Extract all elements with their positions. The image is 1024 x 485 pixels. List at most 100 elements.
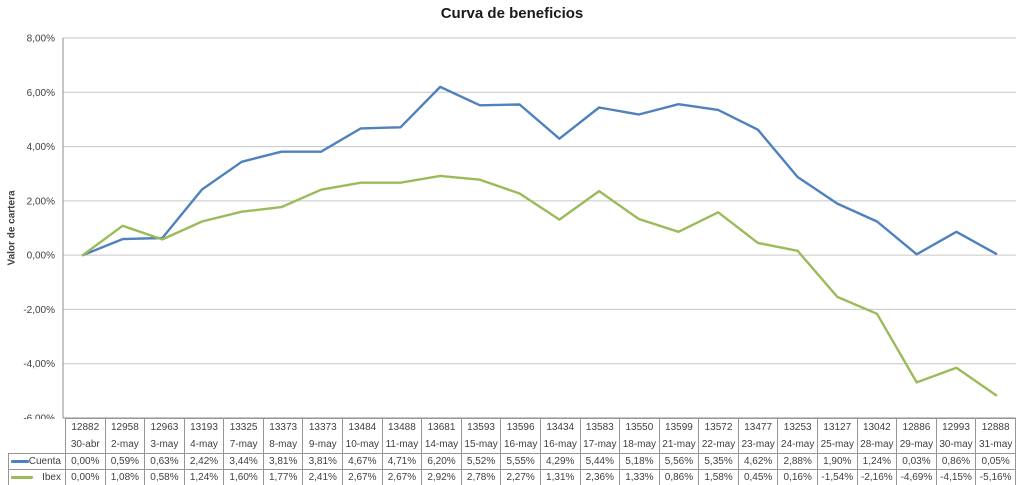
category-header: 13373 8-may	[262, 418, 304, 454]
category-value: 13599	[665, 422, 693, 433]
category-date: 2-may	[110, 439, 139, 450]
ibex-line	[81, 174, 998, 397]
series-row-cuenta: Cuenta 0,00% 0,59% 0,63% 2,42% 3,44% 3,81% 3,81…	[8, 453, 1016, 470]
y-tick-label: 2,00%	[27, 196, 55, 207]
category-date: 22-may	[701, 439, 736, 450]
cuenta-line-swatch-icon	[11, 460, 29, 463]
category-date: 30-may	[939, 439, 973, 450]
series-value-cell: 0,63%	[144, 453, 185, 470]
category-header-row: 12882 30-abr 12958 2-may 12963 3-may 13193 4-ma…	[9, 418, 1016, 454]
series-value-cell: 0,00%	[65, 453, 106, 470]
series-value-cell: 0,86%	[935, 453, 977, 470]
series-value-cell: 5,18%	[619, 453, 660, 470]
legend-label: Ibex	[42, 472, 61, 483]
series-value-cell: 2,67%	[381, 469, 423, 485]
category-header: 13127 25-may	[816, 418, 858, 454]
chart-data-table: 12882 30-abr 12958 2-may 12963 3-may 13193 4-ma…	[8, 418, 1016, 485]
y-tick-label: -6,00%	[23, 414, 55, 420]
legend-key: Ibex	[11, 471, 61, 485]
series-value-cell: 2,42%	[183, 453, 225, 470]
legend-cuenta: Cuenta	[8, 453, 66, 470]
category-header: 13434 16-may	[539, 418, 581, 454]
category-date: 31-may	[978, 439, 1013, 450]
series-value-cell: 3,44%	[223, 453, 264, 470]
category-date: 30-abr	[70, 439, 100, 450]
category-date: 23-may	[741, 439, 775, 450]
series-value-cell: 2,36%	[579, 469, 621, 485]
category-date: 11-may	[385, 439, 419, 450]
series-value-cell: 1,77%	[262, 469, 304, 485]
category-date: 28-may	[860, 439, 894, 450]
category-header: 13042 28-may	[856, 418, 898, 454]
category-value: 13373	[269, 422, 298, 433]
series-value-cell: 1,33%	[619, 469, 660, 485]
category-header: 13599 21-may	[658, 418, 700, 454]
category-value: 13583	[585, 422, 614, 433]
chart-title: Curva de beneficios	[440, 5, 584, 22]
category-header: 13484 10-may	[342, 418, 383, 454]
plot-area: 8,00% 6,00% 4,00% 2,00% 0,00% -2,00% -4,00% -6,…	[23, 34, 1016, 420]
series-value-cell: 3,81%	[262, 453, 304, 470]
category-header: 12888 31-may	[975, 418, 1016, 454]
series-value-cell: 4,62%	[737, 453, 779, 470]
y-tick-label: -4,00%	[23, 359, 55, 370]
category-header: 13583 17-may	[579, 418, 621, 454]
series-value-cell: 6,20%	[421, 453, 462, 470]
series-value-cell: 0,16%	[777, 469, 818, 485]
series-value-cell: 1,60%	[223, 469, 264, 485]
series-value-cell: 5,35%	[698, 453, 739, 470]
series-value-cell: 0,05%	[975, 453, 1016, 470]
series-value-cell: 5,52%	[460, 453, 502, 470]
series-value-cell: 0,59%	[104, 453, 146, 470]
category-value: 12888	[981, 422, 1010, 433]
category-value: 13253	[783, 422, 812, 433]
category-date: 21-may	[662, 439, 696, 450]
series-value-cell: 1,90%	[816, 453, 858, 470]
category-date: 16-may	[503, 439, 538, 450]
series-value-cell: 1,08%	[104, 469, 146, 485]
series-value-cell: 4,29%	[539, 453, 581, 470]
category-date: 24-may	[781, 439, 815, 450]
category-header: 12882 30-abr	[65, 418, 106, 454]
category-header: 13550 18-may	[619, 418, 660, 454]
series-value-cell: 0,45%	[737, 469, 779, 485]
series-value-cell: 1,31%	[539, 469, 581, 485]
series-value-cell: 2,88%	[777, 453, 818, 470]
category-date: 9-may	[308, 439, 337, 450]
category-header: 13325 7-may	[223, 418, 264, 454]
series-value-cell: -2,16%	[856, 469, 898, 485]
series-value-cell: 1,24%	[183, 469, 225, 485]
category-value: 13373	[308, 422, 337, 433]
category-value: 13681	[427, 422, 456, 433]
category-header: 12958 2-may	[104, 418, 146, 454]
category-header: 13596 16-may	[500, 418, 541, 454]
category-value: 13434	[546, 422, 575, 433]
category-date: 15-may	[464, 439, 498, 450]
series-value-cell: 1,24%	[856, 453, 898, 470]
series-value-cell: 0,00%	[65, 469, 106, 485]
y-tick-label: 8,00%	[27, 34, 55, 45]
ibex-line-swatch-icon	[11, 476, 33, 479]
category-header: 13477 23-may	[737, 418, 779, 454]
category-date: 3-may	[150, 439, 179, 450]
category-value: 12958	[110, 422, 139, 433]
category-value: 13042	[862, 422, 891, 433]
category-header: 13373 9-may	[302, 418, 344, 454]
category-date: 17-may	[583, 439, 617, 450]
series-value-cell: 2,27%	[500, 469, 541, 485]
category-header: 13253 24-may	[777, 418, 818, 454]
series-value-cell: 4,71%	[381, 453, 423, 470]
y-tick-label: 4,00%	[27, 142, 55, 153]
category-date: 29-may	[899, 439, 934, 450]
category-date: 10-may	[345, 439, 380, 450]
category-date: 4-may	[190, 439, 218, 450]
y-tick-label: 0,00%	[27, 251, 55, 262]
category-header: 13488 11-may	[381, 418, 423, 454]
category-value: 13550	[625, 422, 654, 433]
category-value: 13193	[190, 422, 218, 433]
series-value-cell: 5,55%	[500, 453, 541, 470]
category-date: 14-may	[424, 439, 459, 450]
category-header: 13572 22-may	[698, 418, 739, 454]
series-value-cell: -1,54%	[816, 469, 858, 485]
